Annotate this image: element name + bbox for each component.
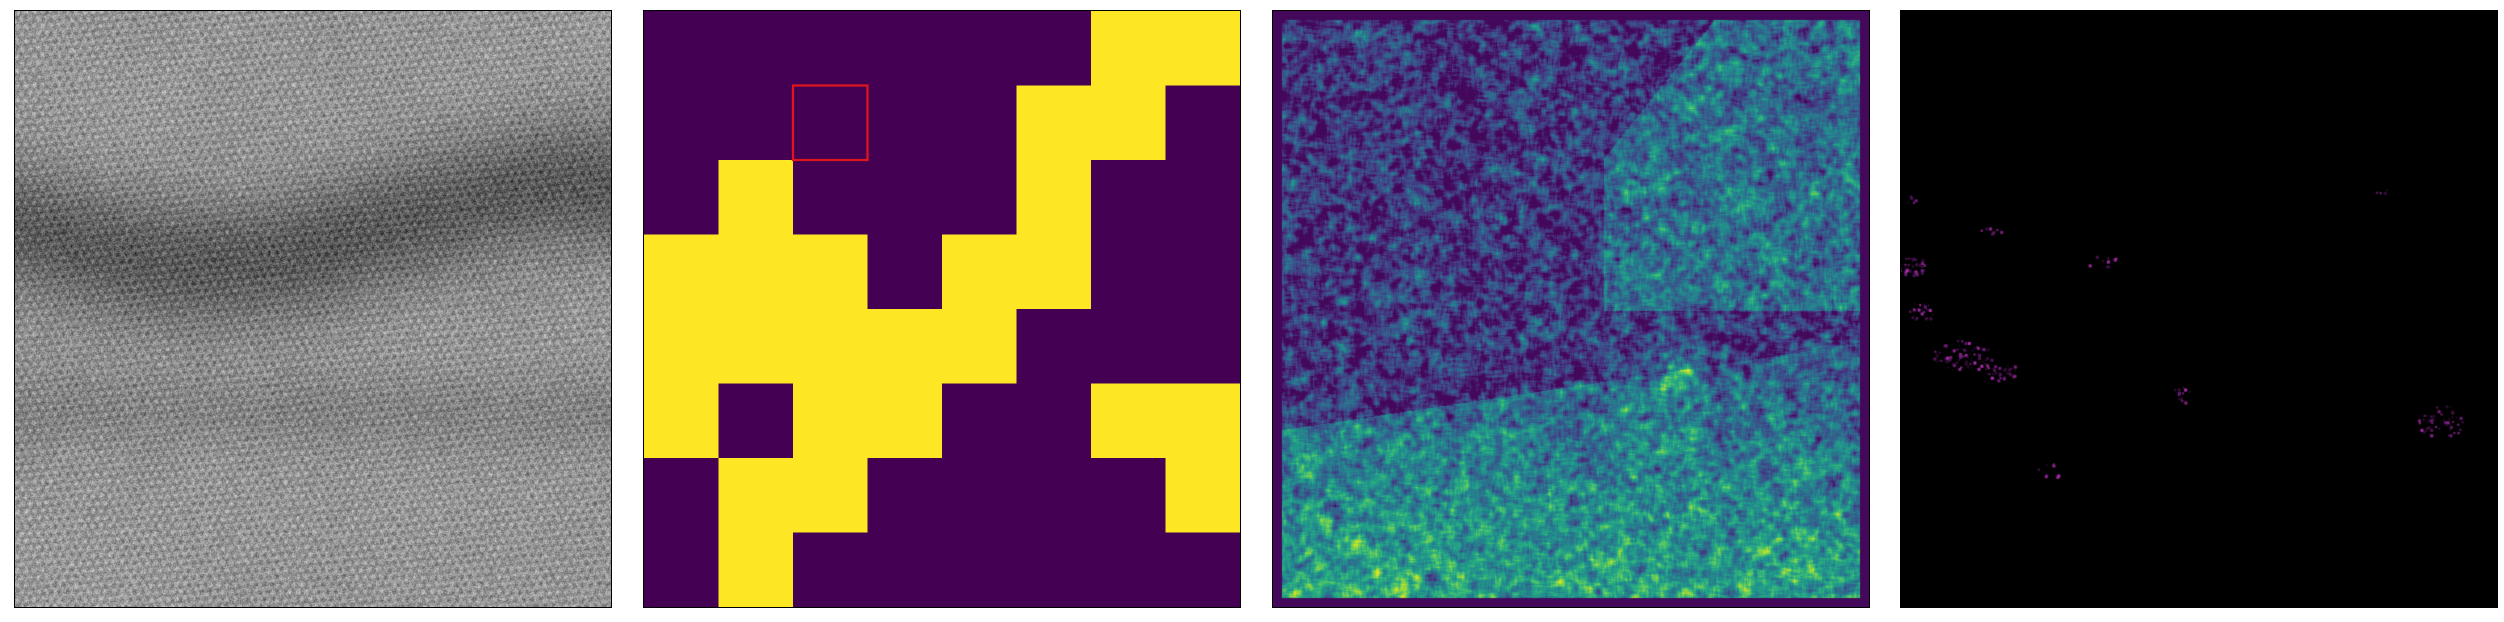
grid-cell-off bbox=[1091, 458, 1166, 533]
grid-cell-off bbox=[867, 234, 943, 310]
hrtem-micrograph-panel bbox=[14, 10, 612, 608]
residual-map-image bbox=[1901, 11, 2497, 607]
grid-cell-off bbox=[644, 11, 719, 86]
grid-cell-on bbox=[718, 234, 794, 310]
grid-cell-off bbox=[942, 85, 1017, 161]
grid-cell-off bbox=[793, 532, 868, 607]
grid-cell-on bbox=[1165, 458, 1240, 533]
grid-cell-on bbox=[942, 309, 1017, 384]
grid-cell-off bbox=[1165, 532, 1240, 607]
grid-cell-off bbox=[718, 383, 794, 459]
grid-cell-off bbox=[1165, 85, 1240, 161]
grid-cell-on bbox=[867, 309, 943, 384]
grid-cell-on bbox=[718, 309, 794, 384]
grid-cell-off bbox=[942, 160, 1017, 235]
grid-cell-on bbox=[718, 532, 794, 607]
grid-cell-off bbox=[644, 458, 719, 533]
grid-cell-on bbox=[793, 309, 868, 384]
grid-cell-off bbox=[1091, 309, 1166, 384]
grid-cell-off bbox=[867, 160, 943, 235]
grid-cell-on bbox=[718, 160, 794, 235]
grid-cell-off bbox=[1016, 383, 1092, 459]
grid-cell-off bbox=[942, 383, 1017, 459]
grid-cell-off bbox=[1091, 160, 1166, 235]
grid-cell-on bbox=[1091, 85, 1166, 161]
grid-cell-on bbox=[867, 383, 943, 459]
grid-cell-on bbox=[644, 383, 719, 459]
grid-cell-off bbox=[1016, 532, 1092, 607]
grid-cell-off bbox=[867, 85, 943, 161]
hrtem-micrograph-image bbox=[15, 11, 611, 607]
grid-cell-on bbox=[1016, 160, 1092, 235]
grid-cell-on bbox=[718, 458, 794, 533]
grid-cell-off bbox=[793, 160, 868, 235]
grid-cell-off bbox=[644, 85, 719, 161]
grid-cell-off bbox=[793, 11, 868, 86]
activation-map-panel bbox=[1272, 10, 1870, 608]
grid-cell-off bbox=[942, 458, 1017, 533]
grid-cell-off bbox=[942, 11, 1017, 86]
grid-cell-off bbox=[1091, 532, 1166, 607]
grid-cell-off bbox=[1016, 309, 1092, 384]
grid-cell-off bbox=[1165, 160, 1240, 235]
grid-cell-off bbox=[718, 85, 794, 161]
grid-cell-off bbox=[644, 160, 719, 235]
grid-cell-on bbox=[1016, 85, 1092, 161]
grid-cell-on bbox=[1165, 383, 1240, 459]
grid-cell-off bbox=[793, 85, 868, 161]
grid-cell-off bbox=[1091, 234, 1166, 310]
segmentation-grid-image bbox=[644, 11, 1240, 607]
grid-cell-on bbox=[1091, 11, 1166, 86]
grid-cell-on bbox=[1016, 234, 1092, 310]
grid-cell-off bbox=[867, 532, 943, 607]
grid-cell-on bbox=[1091, 383, 1166, 459]
segmentation-grid-panel bbox=[643, 10, 1241, 608]
grid-cell-on bbox=[793, 383, 868, 459]
grid-cell-off bbox=[644, 532, 719, 607]
grid-cell-off bbox=[1165, 309, 1240, 384]
grid-cell-off bbox=[718, 11, 794, 86]
residual-map-panel bbox=[1900, 10, 2498, 608]
activation-map-image bbox=[1273, 11, 1869, 607]
grid-cell-off bbox=[867, 11, 943, 86]
highlighted-grid-cell bbox=[791, 84, 869, 162]
grid-cell-on bbox=[1165, 11, 1240, 86]
grid-cell-on bbox=[644, 309, 719, 384]
grid-cell-off bbox=[1016, 458, 1092, 533]
grid-cell-on bbox=[942, 234, 1017, 310]
grid-cell-off bbox=[1165, 234, 1240, 310]
grid-cell-off bbox=[1016, 11, 1092, 86]
grid-cell-on bbox=[644, 234, 719, 310]
grid-cell-on bbox=[793, 234, 868, 310]
grid-cell-off bbox=[867, 458, 943, 533]
grid-cell-off bbox=[942, 532, 1017, 607]
grid-cell-on bbox=[793, 458, 868, 533]
